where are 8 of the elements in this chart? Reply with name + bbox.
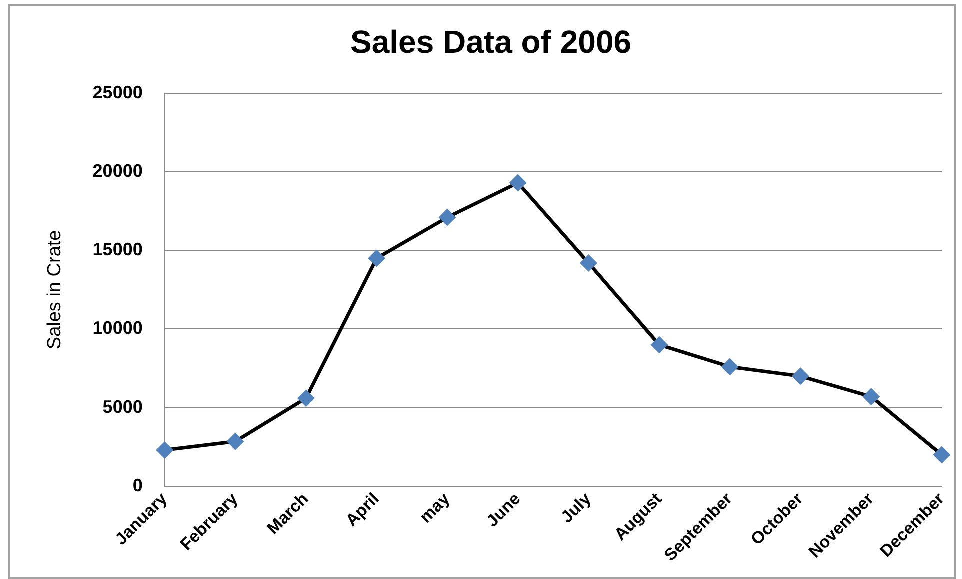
y-axis-title: Sales in Crate: [44, 230, 66, 350]
y-tick-label: 0: [132, 475, 143, 496]
y-tick-label: 25000: [92, 82, 143, 102]
y-tick-label: 5000: [102, 396, 143, 417]
y-tick-label: 15000: [92, 240, 143, 260]
chart-title: Sales Data of 2006: [350, 24, 632, 60]
y-tick-label: 10000: [92, 318, 143, 338]
y-tick-label: 20000: [92, 160, 143, 181]
